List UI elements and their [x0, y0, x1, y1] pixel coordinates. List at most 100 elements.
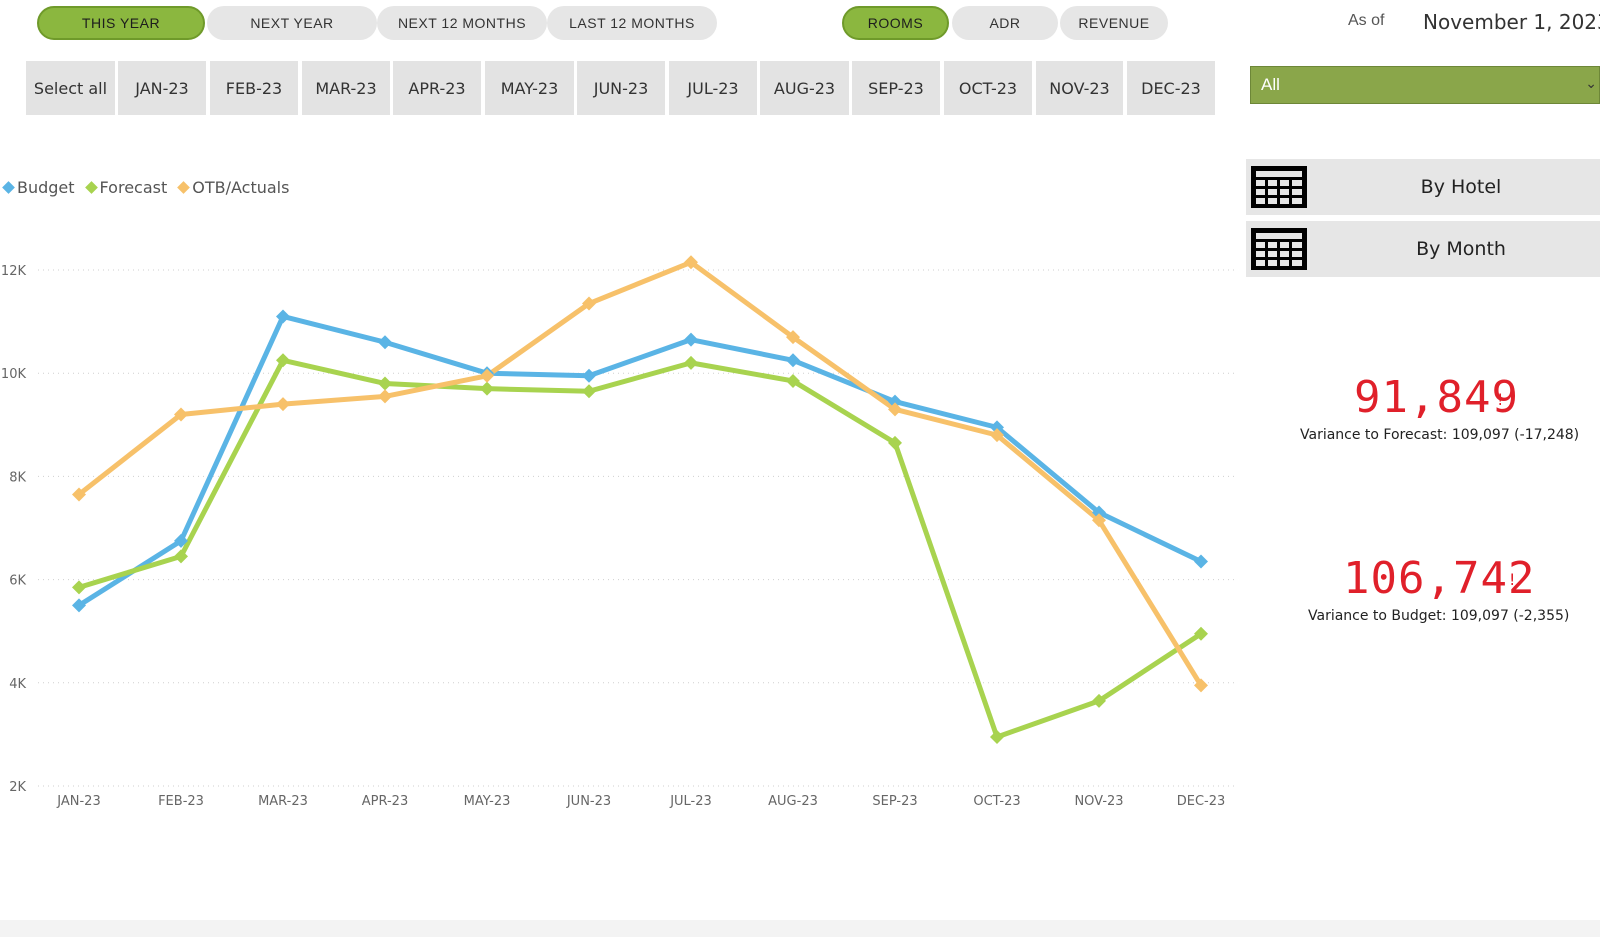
- data-point[interactable]: [1092, 505, 1106, 520]
- legend-label: Forecast: [99, 178, 168, 197]
- table-icon: [1250, 227, 1308, 275]
- data-point[interactable]: [1194, 678, 1208, 693]
- y-tick-label: 4K: [9, 677, 26, 692]
- x-tick-label: SEP-23: [872, 794, 917, 809]
- data-point[interactable]: [990, 428, 1004, 443]
- metric-tab-rooms[interactable]: ROOMS: [842, 6, 949, 40]
- kpi-forecast-value: 91,849: [1354, 372, 1519, 423]
- x-tick-label: MAR-23: [258, 794, 308, 809]
- y-tick-label: 8K: [9, 470, 26, 485]
- y-tick-label: 6K: [9, 574, 26, 589]
- month-button-jul-23[interactable]: JUL-23: [669, 61, 757, 115]
- data-point[interactable]: [888, 402, 902, 417]
- month-button-feb-23[interactable]: FEB-23: [210, 61, 298, 115]
- data-point[interactable]: [378, 335, 392, 350]
- data-point[interactable]: [888, 435, 902, 450]
- kpi-forecast-subtitle: Variance to Forecast: 109,097 (-17,248): [1300, 427, 1580, 443]
- x-tick-label: JUN-23: [566, 794, 611, 809]
- series-line-budget: [77, 313, 1203, 608]
- x-tick-label: JUL-23: [669, 794, 712, 809]
- month-button-mar-23[interactable]: MAR-23: [302, 61, 390, 115]
- data-point[interactable]: [684, 355, 698, 370]
- data-point[interactable]: [480, 381, 494, 396]
- data-point[interactable]: [684, 332, 698, 347]
- data-point[interactable]: [1092, 693, 1106, 708]
- data-point[interactable]: [786, 373, 800, 388]
- metric-tab-adr[interactable]: ADR: [952, 6, 1058, 40]
- data-point[interactable]: [990, 729, 1004, 744]
- data-point[interactable]: [72, 487, 86, 502]
- kpi-budget-subtitle: Variance to Budget: 109,097 (-2,355): [1308, 608, 1570, 624]
- month-button-dec-23[interactable]: DEC-23: [1127, 61, 1215, 115]
- by-hotel-label: By Hotel: [1420, 176, 1502, 198]
- data-point[interactable]: [276, 353, 290, 368]
- data-point[interactable]: [174, 549, 188, 564]
- as-of-label: As of: [1348, 12, 1385, 29]
- data-point[interactable]: [174, 407, 188, 422]
- month-button-nov-23[interactable]: NOV-23: [1036, 61, 1123, 115]
- x-tick-label: JAN-23: [56, 794, 100, 809]
- x-tick-label: OCT-23: [973, 794, 1020, 809]
- y-tick-label: 10K: [1, 367, 27, 382]
- x-tick-label: FEB-23: [158, 794, 204, 809]
- data-point[interactable]: [582, 368, 596, 383]
- data-point[interactable]: [1194, 554, 1208, 569]
- line-chart: 2K 4K 6K 8K 10K 12K JAN-23 FEB-23 MAR-23 APR-23 MA…: [1, 255, 1235, 809]
- data-point[interactable]: [1092, 513, 1106, 528]
- legend-item-budget[interactable]: Budget: [2, 178, 75, 197]
- table-icon: [1250, 165, 1308, 213]
- month-button-oct-23[interactable]: OCT-23: [944, 61, 1032, 115]
- data-point[interactable]: [276, 309, 290, 324]
- chevron-down-icon: ⌄: [1585, 75, 1597, 91]
- by-month-button[interactable]: By Month: [1246, 221, 1600, 277]
- month-button-sep-23[interactable]: SEP-23: [852, 61, 940, 115]
- data-point[interactable]: [786, 330, 800, 345]
- kpi-budget-value: 106,742: [1343, 553, 1536, 604]
- kpi-budget-mark: !: [1509, 570, 1516, 589]
- series-line-otb-actuals: [77, 259, 1204, 687]
- as-of-date: November 1, 2023: [1423, 10, 1600, 34]
- data-point[interactable]: [378, 389, 392, 404]
- bottom-scroll-area: [0, 920, 1600, 937]
- data-point[interactable]: [786, 353, 800, 368]
- period-tab-this-year[interactable]: THIS YEAR: [37, 6, 205, 40]
- data-point[interactable]: [582, 296, 596, 311]
- month-button-may-23[interactable]: MAY-23: [485, 61, 574, 115]
- month-button-apr-23[interactable]: APR-23: [393, 61, 481, 115]
- x-tick-label: MAY-23: [464, 794, 511, 809]
- month-button-aug-23[interactable]: AUG-23: [760, 61, 849, 115]
- legend-item-otb-actuals[interactable]: OTB/Actuals: [177, 178, 289, 197]
- period-tab-next-year[interactable]: NEXT YEAR: [207, 6, 377, 40]
- period-tab-next-12-months[interactable]: NEXT 12 MONTHS: [377, 6, 547, 40]
- data-point[interactable]: [582, 384, 596, 399]
- y-tick-label: 12K: [1, 264, 27, 279]
- data-point[interactable]: [72, 598, 86, 613]
- data-point[interactable]: [72, 580, 86, 595]
- period-tab-last-12-months[interactable]: LAST 12 MONTHS: [547, 6, 717, 40]
- data-point[interactable]: [480, 368, 494, 383]
- series-line-forecast: [78, 357, 1203, 740]
- data-point[interactable]: [174, 533, 188, 548]
- kpi-forecast-mark: !: [1497, 390, 1504, 409]
- data-point[interactable]: [378, 376, 392, 391]
- hotel-dropdown[interactable]: All ⌄: [1250, 66, 1600, 104]
- by-month-label: By Month: [1416, 238, 1506, 260]
- y-tick-label: 2K: [9, 780, 26, 795]
- by-hotel-button[interactable]: By Hotel: [1246, 159, 1600, 215]
- chart-legend: Budget Forecast OTB/Actuals: [2, 178, 289, 197]
- data-point[interactable]: [684, 255, 698, 270]
- x-tick-label: APR-23: [362, 794, 408, 809]
- data-point[interactable]: [276, 397, 290, 412]
- legend-label: Budget: [17, 178, 75, 197]
- data-point[interactable]: [888, 394, 902, 409]
- metric-tab-revenue[interactable]: REVENUE: [1060, 6, 1168, 40]
- month-select-all[interactable]: Select all: [26, 61, 115, 115]
- x-tick-label: DEC-23: [1177, 794, 1226, 809]
- data-point[interactable]: [1194, 626, 1208, 641]
- data-point[interactable]: [990, 420, 1004, 435]
- hotel-dropdown-value: All: [1261, 75, 1280, 94]
- month-button-jun-23[interactable]: JUN-23: [577, 61, 665, 115]
- month-button-jan-23[interactable]: JAN-23: [118, 61, 206, 115]
- legend-item-forecast[interactable]: Forecast: [84, 178, 168, 197]
- x-tick-label: AUG-23: [768, 794, 818, 809]
